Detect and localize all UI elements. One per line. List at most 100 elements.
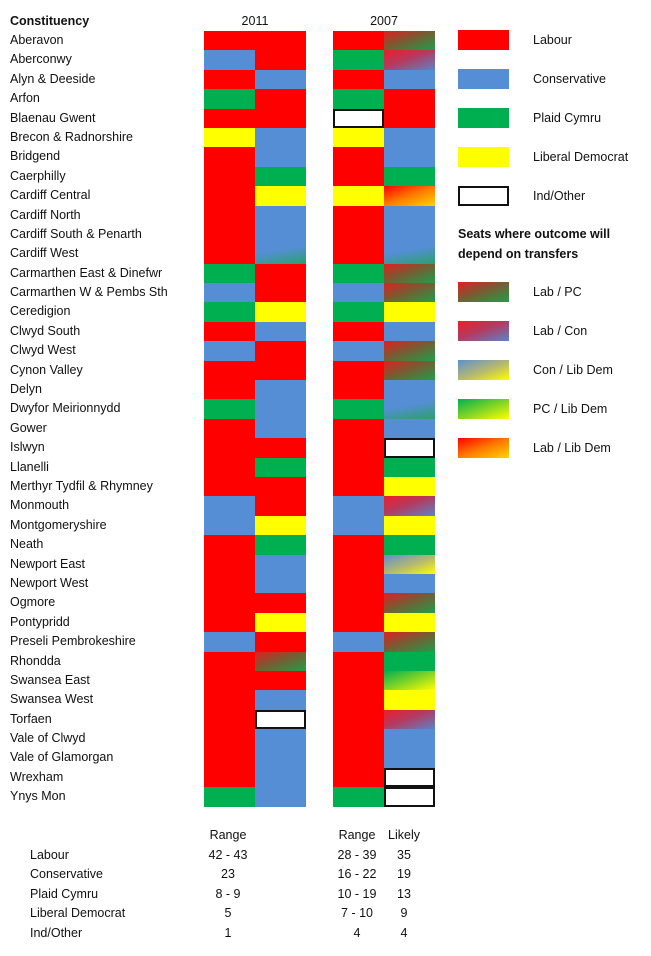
- table-row: [204, 341, 306, 361]
- summary-party: Conservative: [30, 867, 103, 881]
- table-row: [204, 205, 306, 225]
- projection-cell: [255, 496, 306, 516]
- summary-range-2007: 7 - 10: [341, 906, 373, 920]
- projection-cell: [255, 787, 306, 807]
- result-cell: [333, 418, 384, 439]
- table-row: [333, 748, 435, 768]
- legend-label: Lab / Con: [533, 324, 588, 338]
- projection-cell: [384, 554, 435, 574]
- conservative-swatch: [458, 69, 509, 89]
- table-row: [204, 89, 306, 109]
- table-row: [333, 612, 435, 633]
- constituency-name: Pontypridd: [10, 614, 70, 629]
- legend-item-lab-pc: Lab / PC: [458, 282, 582, 302]
- projection-cell: [255, 341, 306, 361]
- constituency-name: Newport East: [10, 556, 86, 571]
- constituency-name: Monmouth: [10, 498, 70, 513]
- constituency-name: Ynys Mon: [10, 789, 66, 804]
- table-row: [333, 108, 435, 128]
- result-cell: [204, 748, 255, 768]
- projection-cell: [384, 321, 435, 342]
- result-cell: [333, 399, 384, 419]
- table-row: [204, 515, 306, 536]
- summary-likely-2007: 9: [400, 906, 408, 920]
- table-row: [333, 186, 435, 206]
- result-cell: [333, 476, 384, 497]
- summary-party: Liberal Democrat: [30, 906, 126, 920]
- result-cell: [333, 186, 384, 206]
- projection-cell: [384, 263, 435, 284]
- result-cell: [204, 593, 255, 613]
- constituency-name: Aberavon: [10, 33, 64, 47]
- plaid-swatch: [458, 108, 509, 128]
- projection-cell: [384, 205, 435, 225]
- legend-item-pc-libdem: PC / Lib Dem: [458, 399, 607, 419]
- projection-cell: [384, 767, 435, 788]
- projection-cell: [255, 89, 306, 109]
- legend-item-labour: Labour: [458, 30, 572, 50]
- result-cell: [204, 535, 255, 555]
- result-cell: [204, 341, 255, 361]
- result-cell: [333, 244, 384, 264]
- constituency-name: Cardiff South & Penarth: [10, 226, 142, 241]
- result-cell: [204, 224, 255, 245]
- table-row: [204, 186, 306, 206]
- table-row: [204, 651, 306, 671]
- summary-range-2007: 28 - 39: [337, 847, 377, 862]
- projection-cell: [255, 476, 306, 497]
- projection-cell: [384, 593, 435, 613]
- constituency-name: Cardiff West: [10, 246, 79, 261]
- result-cell: [204, 108, 255, 128]
- table-row: [333, 767, 435, 788]
- constituency-name: Cardiff North: [10, 207, 81, 222]
- legend-label: Lab / Lib Dem: [533, 441, 611, 455]
- table-row: [204, 438, 306, 458]
- result-cell: [204, 573, 255, 594]
- constituency-name: Delyn: [10, 382, 42, 397]
- table-row: [333, 593, 435, 613]
- libdem-swatch: [458, 147, 509, 167]
- table-row: [333, 50, 435, 70]
- projection-cell: [255, 360, 306, 381]
- table-row: [333, 729, 435, 749]
- summary-range-2011: 1: [224, 925, 232, 940]
- result-cell: [204, 709, 255, 730]
- legend-label: Liberal Democrat: [533, 150, 629, 164]
- projection-cell: [255, 573, 306, 594]
- table-row: [204, 787, 306, 807]
- constituency-name: Torfaen: [10, 711, 52, 726]
- legend-label: Labour: [533, 33, 572, 47]
- table-row: [204, 729, 306, 749]
- projection-cell: [384, 612, 435, 633]
- result-cell: [333, 670, 384, 691]
- projection-cell: [384, 690, 435, 710]
- table-row: [333, 341, 435, 361]
- result-cell: [333, 108, 384, 128]
- table-row: [204, 263, 306, 284]
- table-row: [333, 147, 435, 167]
- legend-label: Conservative: [533, 72, 606, 86]
- result-cell: [333, 341, 384, 361]
- table-row: [333, 438, 435, 458]
- constituency-name: Merthyr Tydfil & Rhymney: [10, 478, 153, 493]
- constituency-name: Cynon Valley: [10, 362, 83, 377]
- legend-label: Plaid Cymru: [533, 111, 602, 125]
- table-row: [204, 360, 306, 381]
- projection-cell: [384, 399, 435, 419]
- constituency-list: Aberavon Aberconwy Alyn & Deeside Arfon Blae…: [10, 31, 168, 807]
- result-cell: [333, 89, 384, 109]
- result-cell: [333, 283, 384, 303]
- summary-row: Conservative 23 16 - 22 19: [0, 865, 450, 885]
- projection-cell: [255, 380, 306, 400]
- lab-libdem-swatch: [458, 438, 509, 458]
- result-cell: [333, 166, 384, 187]
- table-row: [333, 651, 435, 671]
- legend-item-con-libdem: Con / Lib Dem: [458, 360, 613, 380]
- result-cell: [204, 690, 255, 710]
- result-cell: [333, 321, 384, 342]
- constituency-name: Rhondda: [10, 653, 61, 668]
- table-row: [204, 108, 306, 128]
- table-row: [204, 224, 306, 245]
- projection-cell: [255, 438, 306, 458]
- result-cell: [333, 787, 384, 807]
